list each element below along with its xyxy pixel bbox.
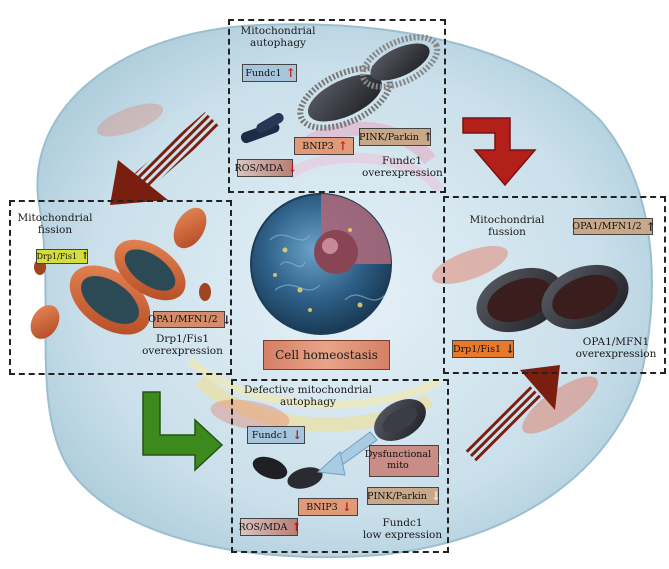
tag-top-fundc1: Fundc1 ↑ [242,64,297,82]
tag-top-bnip3: BNIP3 ↑ [294,137,354,155]
red-arrow-top-right [462,117,537,187]
tag-top-pink: PINK/Parkin ↑ [359,128,433,146]
cell-homeostasis-box: Cell homeostasis [263,340,390,370]
tag-left-drp1: Drp1/Fis1 ↑ [36,249,90,264]
fussion-title: Mitochondrial fussion [469,214,545,239]
green-arrow-bottom-left [142,391,224,472]
light-blue-arrow [316,431,378,476]
panel-defective-autophagy [231,379,449,553]
fission-title: Mitochondrial fission [17,212,93,237]
striped-arrow-top-left [110,112,220,205]
tag-top-ros: ROS/MDA ↓ [234,159,298,177]
tag-right-opa1: OPA1/MFN1/2 ↑ [572,218,656,235]
left-mitochondria [30,207,211,339]
defective-caption: Fundc1 low expression [362,517,443,542]
fission-caption: Drp1/Fis1 overexpression [142,333,223,358]
bottom-mitochondria [252,399,426,489]
tag-bottom-bnip3: BNIP3 ↓ [298,498,358,516]
tag-bottom-dysfunctional: Dysfunctional mito ↓ [365,445,445,477]
tag-left-opa1: OPA1/MFN1/2 ↓ [148,311,232,328]
panel-fission [9,200,232,375]
tag-right-drp1: Drp1/Fis1 ↓ [452,340,516,358]
autophagy-caption: Fundc1 overexpression [362,155,443,180]
tag-bottom-pink: PINK/Parkin ↓ [367,487,441,505]
tag-bottom-fundc1: Fundc1 ↓ [247,426,305,444]
defective-title: Defective mitochondrial autophagy [244,384,372,409]
fussion-caption: OPA1/MFN1 overexpression [575,336,657,361]
right-mitochondria [476,264,629,333]
panel-fussion [443,196,666,374]
autophagy-title: Mitochondrial autophagy [240,25,316,50]
striped-arrow-bottom-right [465,365,560,463]
top-mitochondria [240,34,441,144]
tag-bottom-ros: ROS/MDA ↑ [238,518,302,536]
panel-autophagy [228,19,446,193]
